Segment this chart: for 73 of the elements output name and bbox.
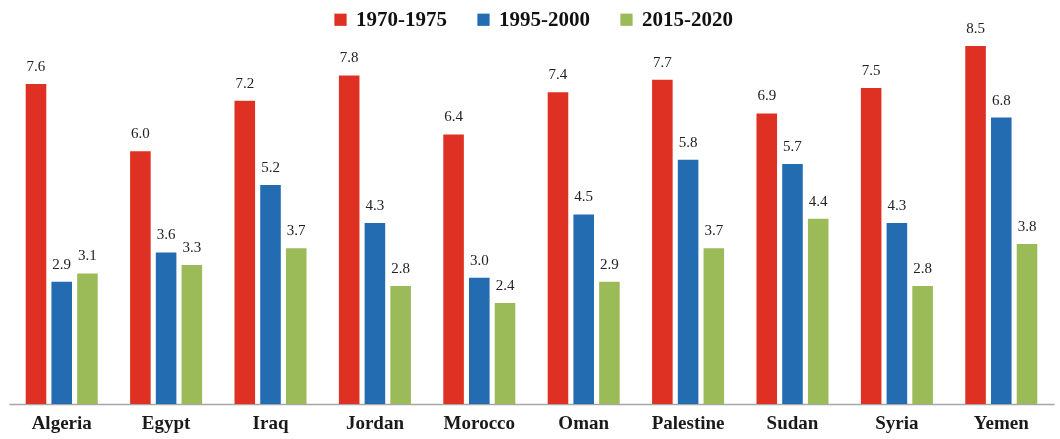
data-label: 7.6	[26, 57, 46, 74]
data-label: 4.5	[574, 188, 594, 205]
bar	[155, 252, 177, 404]
bar	[494, 302, 516, 404]
data-label: 3.7	[704, 222, 724, 239]
data-label: 4.4	[808, 192, 829, 209]
bar	[51, 281, 73, 404]
bar	[285, 248, 307, 404]
bar	[782, 163, 803, 404]
data-label: 2.8	[913, 260, 932, 277]
data-label: 3.1	[78, 247, 97, 264]
bar	[77, 273, 98, 404]
data-label: 6.8	[991, 91, 1011, 108]
data-label: 8.5	[966, 20, 985, 36]
bar	[886, 222, 908, 404]
bar	[260, 184, 281, 404]
data-label: 5.2	[261, 158, 280, 175]
bar	[469, 277, 490, 404]
legend-label: 1970-1975	[356, 6, 447, 31]
x-tick-label: Oman	[558, 411, 610, 433]
bar	[547, 92, 569, 404]
bar	[965, 46, 986, 404]
bar	[1016, 243, 1038, 404]
data-label: 2.9	[52, 255, 72, 272]
legend-label: 1995-2000	[499, 6, 590, 31]
data-label: 3.7	[286, 222, 307, 239]
data-label: 4.3	[887, 196, 907, 213]
bar	[130, 151, 151, 404]
data-label: 3.6	[156, 226, 176, 243]
x-tick-label: Iraq	[252, 411, 289, 433]
bar	[364, 222, 386, 404]
data-label: 5.7	[783, 137, 803, 154]
bar	[181, 265, 203, 404]
bar	[573, 214, 594, 404]
x-tick-label: Syria	[875, 411, 920, 433]
x-tick-label: Yemen	[973, 411, 1030, 433]
data-label: 2.9	[600, 255, 619, 272]
x-tick-label: Egypt	[141, 411, 192, 433]
bar	[599, 281, 620, 404]
data-label: 3.8	[1017, 217, 1037, 234]
data-label: 7.8	[339, 49, 359, 66]
bar	[677, 159, 699, 404]
bar	[756, 113, 778, 404]
x-tick-label: Algeria	[31, 411, 93, 433]
data-label: 4.3	[365, 196, 385, 213]
bar	[860, 88, 882, 404]
data-label: 7.7	[652, 53, 673, 70]
x-tick-label: Sudan	[766, 411, 819, 433]
bar	[234, 100, 256, 404]
data-label: 2.4	[495, 276, 515, 293]
bar	[390, 286, 411, 404]
x-tick-label: Jordan	[345, 411, 405, 433]
data-label: 3.0	[469, 251, 489, 268]
bar	[338, 75, 360, 404]
bar	[652, 79, 673, 404]
x-tick-label: Palestine	[651, 411, 725, 433]
data-label: 6.4	[444, 108, 464, 125]
bar	[443, 134, 464, 404]
data-label: 2.8	[391, 260, 411, 277]
data-label: 7.4	[548, 66, 568, 83]
bar	[25, 83, 47, 404]
data-label: 7.2	[235, 74, 255, 91]
data-label: 6.9	[757, 87, 777, 104]
bar	[912, 286, 933, 404]
bar	[703, 248, 725, 404]
data-label: 5.8	[678, 133, 698, 150]
bar	[990, 117, 1012, 404]
data-label: 7.5	[861, 62, 881, 79]
data-label: 3.3	[182, 239, 202, 256]
data-label: 6.0	[131, 125, 150, 142]
legend-label: 2015-2020	[642, 6, 733, 31]
bar	[807, 218, 829, 404]
x-tick-label: Morocco	[443, 411, 515, 433]
